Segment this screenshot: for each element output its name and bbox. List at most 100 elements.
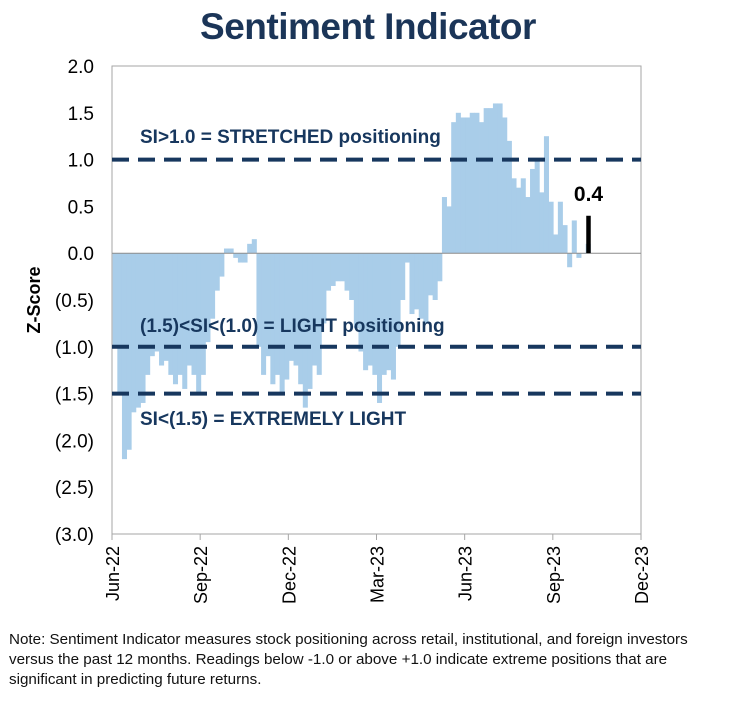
- y-axis-title: Z-Score: [24, 266, 44, 333]
- x-tick-label: Dec-22: [279, 546, 299, 604]
- data-bar: [349, 253, 355, 300]
- data-bar: [112, 253, 118, 347]
- data-bar: [571, 220, 577, 254]
- data-series-layer: [112, 103, 591, 460]
- data-bar: [465, 117, 471, 254]
- data-bar: [140, 253, 146, 403]
- sentiment-chart: 2.0 1.5 1.0 0.5 0.0 (0.5) (1.0) (1.5) (2.0) (2.5)…: [24, 57, 652, 604]
- data-bar: [451, 122, 457, 254]
- data-bar: [279, 253, 285, 394]
- y-tick-label: 0.0: [68, 244, 94, 265]
- threshold-layer: [112, 157, 641, 396]
- data-bar: [237, 253, 243, 263]
- data-bar: [539, 192, 545, 254]
- threshold-label: SI<(1.5) = EXTREMELY LIGHT: [140, 409, 406, 430]
- data-bar: [423, 253, 429, 324]
- x-tick-label: Sep-22: [191, 546, 211, 604]
- data-bar: [395, 253, 401, 347]
- data-bar: [511, 178, 517, 254]
- y-tick-label: 0.5: [68, 197, 94, 218]
- chart-title: Sentiment Indicator: [200, 6, 536, 47]
- data-bar: [576, 253, 582, 258]
- data-bar: [168, 253, 174, 375]
- data-bar: [562, 225, 568, 254]
- data-bar: [312, 253, 318, 366]
- data-bar: [506, 140, 512, 254]
- data-bar: [525, 197, 531, 254]
- data-bar: [126, 253, 132, 450]
- data-bar: [516, 187, 522, 254]
- data-bar: [214, 253, 220, 291]
- y-tick-label: (2.5): [55, 478, 94, 499]
- data-bar: [182, 253, 188, 389]
- data-bar: [400, 253, 406, 300]
- data-bar: [302, 253, 308, 408]
- label-layer: 0.4 SI>1.0 = STRETCHED positioning (1.5)<S…: [140, 127, 603, 430]
- data-bar: [196, 253, 202, 394]
- data-bar: [163, 253, 169, 361]
- data-bar: [191, 253, 197, 375]
- data-bar: [149, 253, 155, 357]
- data-bar: [200, 253, 206, 375]
- data-bar: [154, 253, 160, 352]
- data-bar: [372, 253, 378, 375]
- footnote: Note: Sentiment Indicator measures stock…: [9, 631, 688, 688]
- data-bar: [177, 253, 183, 375]
- data-bar: [483, 108, 489, 254]
- data-bar: [307, 253, 313, 389]
- data-bar: [363, 253, 369, 371]
- data-bar: [386, 253, 392, 371]
- data-bar: [219, 253, 225, 277]
- data-bar: [205, 253, 211, 343]
- data-bar: [367, 253, 373, 366]
- data-bar: [210, 253, 216, 319]
- data-bar: [339, 253, 345, 282]
- threshold-label: SI>1.0 = STRETCHED positioning: [140, 127, 441, 148]
- data-bar: [135, 253, 141, 408]
- data-bar: [261, 253, 267, 375]
- data-bar: [530, 168, 536, 254]
- axis-layer: 2.0 1.5 1.0 0.5 0.0 (0.5) (1.0) (1.5) (2.0) (2.5)…: [24, 57, 652, 604]
- data-bar: [326, 253, 332, 291]
- data-bar: [534, 159, 540, 254]
- data-bar: [488, 108, 494, 254]
- data-bar: [567, 253, 573, 268]
- y-tick-label: (0.5): [55, 291, 94, 312]
- x-tick-label: Sep-23: [544, 546, 564, 604]
- data-bar: [159, 253, 165, 366]
- data-bar: [441, 197, 447, 254]
- data-bar: [131, 253, 137, 413]
- data-bar: [223, 248, 230, 254]
- x-tick-label: Jun-22: [103, 546, 123, 601]
- data-bar: [117, 253, 123, 394]
- data-bar: [228, 248, 234, 254]
- x-tick-label: Mar-23: [368, 546, 388, 603]
- y-tick-label: 1.0: [68, 151, 94, 172]
- data-bar: [409, 253, 415, 315]
- data-bar: [377, 253, 383, 403]
- data-bar: [460, 117, 466, 254]
- data-bar: [186, 253, 192, 366]
- data-bar: [492, 103, 498, 254]
- data-bar: [145, 253, 151, 375]
- data-bar: [270, 253, 276, 385]
- threshold-label: (1.5)<SI<(1.0) = LIGHT positioning: [140, 316, 445, 337]
- y-tick-label: (1.0): [55, 338, 94, 359]
- data-bar: [321, 253, 327, 324]
- data-bar: [553, 234, 559, 254]
- data-bar: [428, 253, 434, 296]
- data-bar: [284, 253, 290, 380]
- data-bar: [335, 253, 341, 282]
- x-tick-label: Dec-23: [632, 546, 652, 604]
- data-bar: [242, 253, 248, 263]
- data-bar: [520, 178, 526, 254]
- y-tick-label: 1.5: [68, 104, 94, 125]
- latest-value-label: 0.4: [574, 183, 604, 206]
- data-bar: [256, 253, 262, 347]
- data-bar: [358, 253, 364, 352]
- y-tick-label: (1.5): [55, 385, 94, 406]
- data-bar: [414, 253, 420, 310]
- data-bar: [274, 253, 281, 375]
- x-tick-label: Jun-23: [456, 546, 476, 601]
- data-bar: [474, 112, 480, 254]
